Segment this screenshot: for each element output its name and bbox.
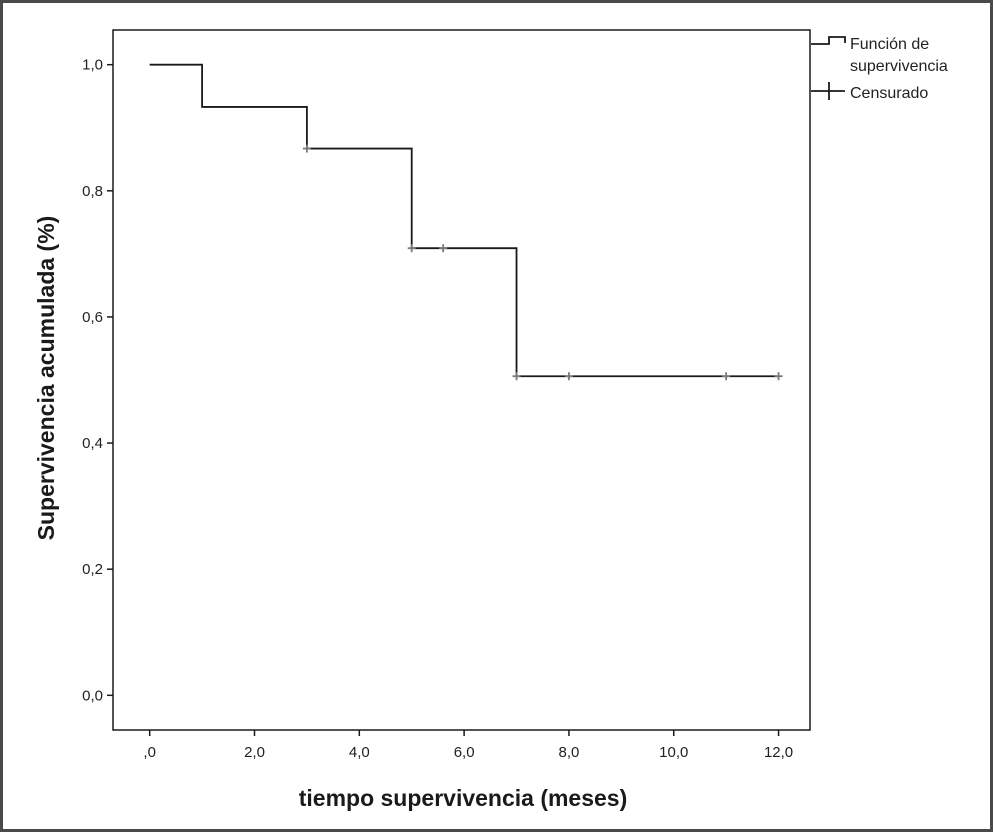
x-tick-label: 12,0 xyxy=(764,744,793,761)
y-axis-title: Supervivencia acumulada (%) xyxy=(33,216,59,541)
y-axis: 0,0 0,2 0,4 0,6 0,8 1,0 xyxy=(82,57,113,704)
y-tick-label: 0,0 xyxy=(82,687,103,704)
censor-mark xyxy=(407,244,416,253)
legend-survival-symbol xyxy=(811,36,846,45)
y-tick-label: 0,8 xyxy=(82,183,103,200)
x-tick-label: 8,0 xyxy=(559,744,580,761)
x-tick-label: 6,0 xyxy=(454,744,475,761)
censor-mark xyxy=(302,144,311,153)
legend-survival-label-line1: Función de xyxy=(850,36,929,53)
y-tick-label: 0,6 xyxy=(82,309,103,326)
censor-mark xyxy=(774,372,783,381)
survival-step-line xyxy=(149,63,779,378)
x-tick-label: 2,0 xyxy=(244,744,265,761)
y-tick-label: 0,2 xyxy=(82,561,103,578)
censor-mark xyxy=(512,372,521,381)
plot-area xyxy=(112,29,811,731)
legend-censored-label: Censurado xyxy=(850,85,928,102)
y-tick-label: 0,4 xyxy=(82,435,103,452)
legend-censored-symbol xyxy=(811,82,845,100)
censor-mark xyxy=(564,372,573,381)
legend: Función de supervivencia Censurado xyxy=(811,36,948,102)
x-axis-title: tiempo supervivencia (meses) xyxy=(299,785,628,811)
censor-mark xyxy=(722,372,731,381)
y-tick-label: 1,0 xyxy=(82,57,103,74)
x-tick-label: 4,0 xyxy=(349,744,370,761)
censor-mark xyxy=(439,244,448,253)
x-axis: ,0 2,0 4,0 6,0 8,0 10,0 12,0 xyxy=(143,730,793,761)
x-tick-label: 10,0 xyxy=(659,744,688,761)
censor-marks xyxy=(302,144,783,381)
legend-survival-label-line2: supervivencia xyxy=(850,58,948,75)
x-tick-label: ,0 xyxy=(143,744,156,761)
series-layer xyxy=(149,63,779,378)
